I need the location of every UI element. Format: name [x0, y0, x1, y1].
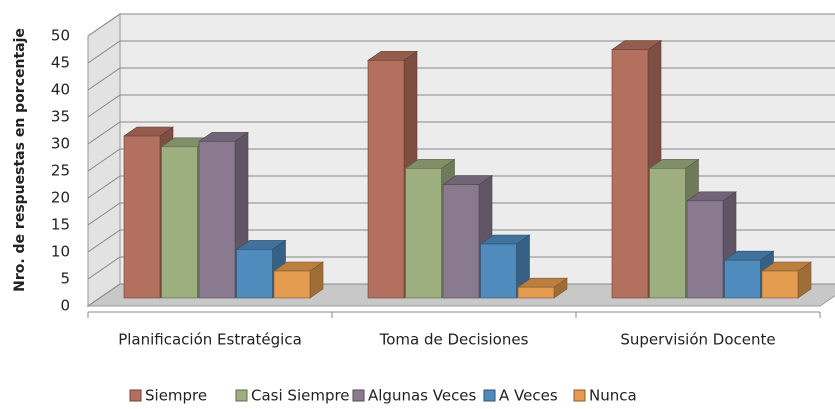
grid-line [87, 40, 835, 64]
legend-label: Algunas Veces [368, 387, 477, 405]
x-tick-label: Planificación Estratégica [118, 331, 302, 349]
legend-label: Nunca [589, 387, 637, 405]
bar [517, 277, 568, 299]
legend-label: A Veces [499, 387, 558, 405]
y-tick-label: 20 [51, 189, 70, 207]
bar-front [123, 135, 161, 299]
legend-swatch [483, 389, 496, 402]
bar-front [517, 286, 555, 299]
legend-swatch [129, 389, 142, 402]
bar-front [611, 49, 649, 299]
legend-swatch [573, 389, 586, 402]
legend-label: Siempre [145, 387, 207, 405]
x-tick-label: Supervisión Docente [620, 331, 775, 349]
bar [273, 261, 324, 299]
grid-line [87, 13, 835, 37]
bar-front [442, 184, 480, 299]
legend-swatch [235, 389, 248, 402]
bar-front [724, 259, 761, 299]
y-axis-title: Nro. de respuestas en porcentaje [12, 28, 28, 292]
y-tick-label: 50 [51, 27, 70, 45]
y-tick-label: 35 [51, 108, 70, 126]
bar-front [686, 200, 724, 299]
grid-line [87, 256, 835, 280]
y-tick-label: 25 [51, 162, 70, 180]
grid-line [87, 202, 835, 226]
bar-front [236, 249, 273, 299]
bar-front [367, 60, 405, 299]
y-tick-label: 0 [60, 297, 70, 315]
y-tick-label: 5 [60, 270, 70, 288]
bar-front [761, 270, 799, 299]
bar-front [480, 243, 517, 299]
bar [761, 261, 812, 299]
bar-front [161, 146, 198, 299]
bar-front [405, 168, 442, 299]
y-tick-label: 45 [51, 54, 70, 72]
grid-line [87, 175, 835, 199]
y-tick-label: 30 [51, 135, 70, 153]
y-tick-label: 10 [51, 243, 70, 261]
legend-swatch [352, 389, 365, 402]
grid-line [87, 148, 835, 172]
y-tick-label: 40 [51, 81, 70, 99]
legend-label: Casi Siempre [251, 387, 350, 405]
bar-front [198, 141, 236, 299]
grid-line [87, 121, 835, 145]
grid-line [87, 283, 835, 307]
bar-front [649, 168, 686, 299]
grid-line [87, 67, 835, 91]
grid-line [87, 94, 835, 118]
grid-line [87, 229, 835, 253]
y-tick-label: 15 [51, 216, 70, 234]
bar-front [273, 270, 311, 299]
x-tick-label: Toma de Decisiones [379, 331, 529, 349]
